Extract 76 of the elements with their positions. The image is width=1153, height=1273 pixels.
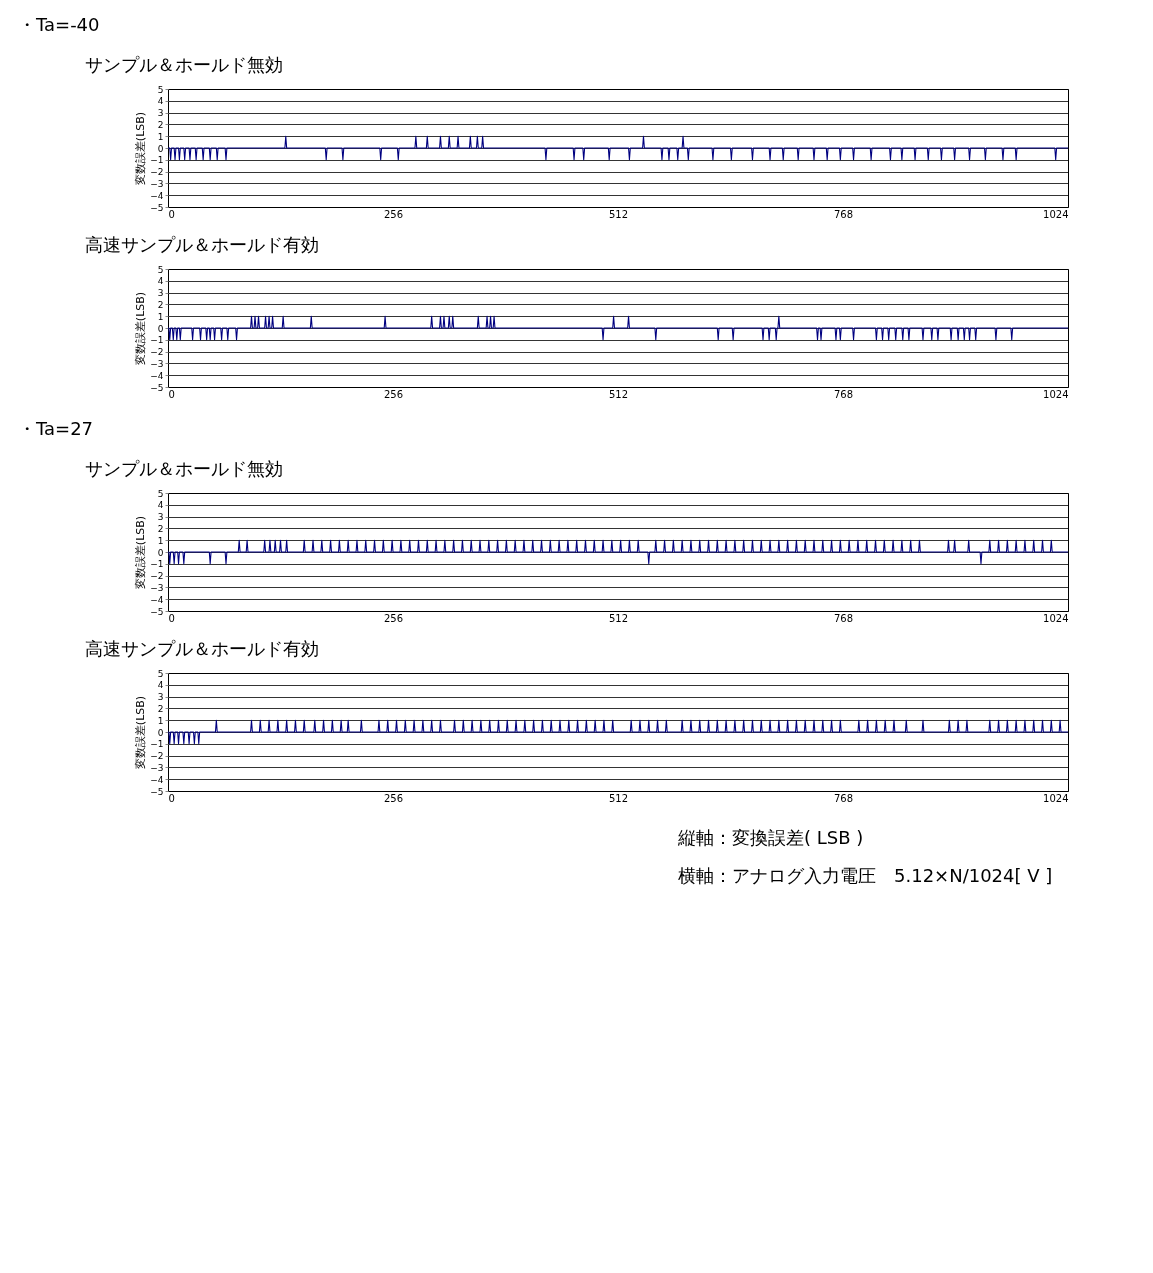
x-tick-label: 256 [383,792,404,804]
text: 横軸：アナログ入力電圧 5.12×N/1024[ V ] [678,865,1053,886]
y-tick-label: 3 [157,288,164,299]
y-tick-label: 2 [157,703,164,714]
x-tick-label: 256 [383,388,404,400]
y-tick-label: −4 [150,774,164,785]
y-tick-label: 1 [157,535,164,546]
y-tick-label: −2 [150,167,164,178]
y-tick-label: −2 [150,751,164,762]
x-tick-label: 1024 [1043,612,1069,624]
y-axis-title: 変数誤差(LSB) [134,111,148,186]
text: 縦軸：変換誤差( LSB ) [677,827,864,848]
y-tick-label: 3 [157,512,164,523]
y-tick-label: −5 [150,202,164,213]
y-tick-label: 0 [157,547,164,558]
y-tick-label: −1 [150,739,164,750]
y-tick-label: −4 [150,190,164,201]
y-tick-label: −3 [150,178,164,189]
y-tick-label: 1 [157,715,164,726]
y-tick-label: 2 [157,119,164,130]
y-tick-label: 4 [157,680,164,691]
y-tick-label: 4 [157,500,164,511]
x-tick-label: 256 [383,208,404,220]
y-tick-label: 2 [157,523,164,534]
y-tick-label: −1 [150,335,164,346]
chart-title: サンプル＆ホールド無効 [84,458,283,479]
x-tick-label: 768 [833,612,854,624]
chart-title: 高速サンプル＆ホールド有効 [84,638,319,659]
y-tick-label: 0 [157,727,164,738]
y-tick-label: 5 [157,84,164,95]
chart-title: サンプル＆ホールド無効 [84,54,283,75]
y-tick-label: 2 [157,299,164,310]
y-tick-label: 1 [157,131,164,142]
y-tick-label: −1 [150,155,164,166]
y-axis-title: 変数誤差(LSB) [134,695,148,770]
x-tick-label: 256 [383,612,404,624]
x-tick-label: 512 [608,208,629,220]
y-tick-label: −4 [150,370,164,381]
x-tick-label: 0 [168,208,175,220]
text: ・Ta=-40 [18,14,100,35]
y-tick-label: 4 [157,96,164,107]
x-tick-label: 0 [168,388,175,400]
y-tick-label: 1 [157,311,164,322]
y-axis-title: 変数誤差(LSB) [134,515,148,590]
y-tick-label: −3 [150,582,164,593]
text: ・Ta=27 [18,418,94,439]
chart-title: 高速サンプル＆ホールド有効 [84,234,319,255]
y-tick-label: 3 [157,108,164,119]
x-tick-label: 1024 [1043,792,1069,804]
y-tick-label: 4 [157,276,164,287]
x-tick-label: 768 [833,792,854,804]
x-tick-label: 512 [608,388,629,400]
y-tick-label: 0 [157,143,164,154]
y-tick-label: −1 [150,559,164,570]
x-tick-label: 768 [833,388,854,400]
y-tick-label: −3 [150,358,164,369]
x-tick-label: 768 [833,208,854,220]
y-tick-label: −5 [150,382,164,393]
y-tick-label: −2 [150,571,164,582]
y-tick-label: −2 [150,347,164,358]
y-tick-label: −4 [150,594,164,605]
y-tick-label: 5 [157,264,164,275]
y-tick-label: −5 [150,606,164,617]
y-tick-label: 5 [157,668,164,679]
x-tick-label: 512 [608,792,629,804]
x-tick-label: 0 [168,612,175,624]
x-tick-label: 1024 [1043,388,1069,400]
x-tick-label: 0 [168,792,175,804]
y-tick-label: 0 [157,323,164,334]
y-axis-title: 変数誤差(LSB) [134,291,148,366]
x-tick-label: 1024 [1043,208,1069,220]
y-tick-label: −3 [150,762,164,773]
y-tick-label: 5 [157,488,164,499]
y-tick-label: 3 [157,692,164,703]
y-tick-label: −5 [150,786,164,797]
x-tick-label: 512 [608,612,629,624]
